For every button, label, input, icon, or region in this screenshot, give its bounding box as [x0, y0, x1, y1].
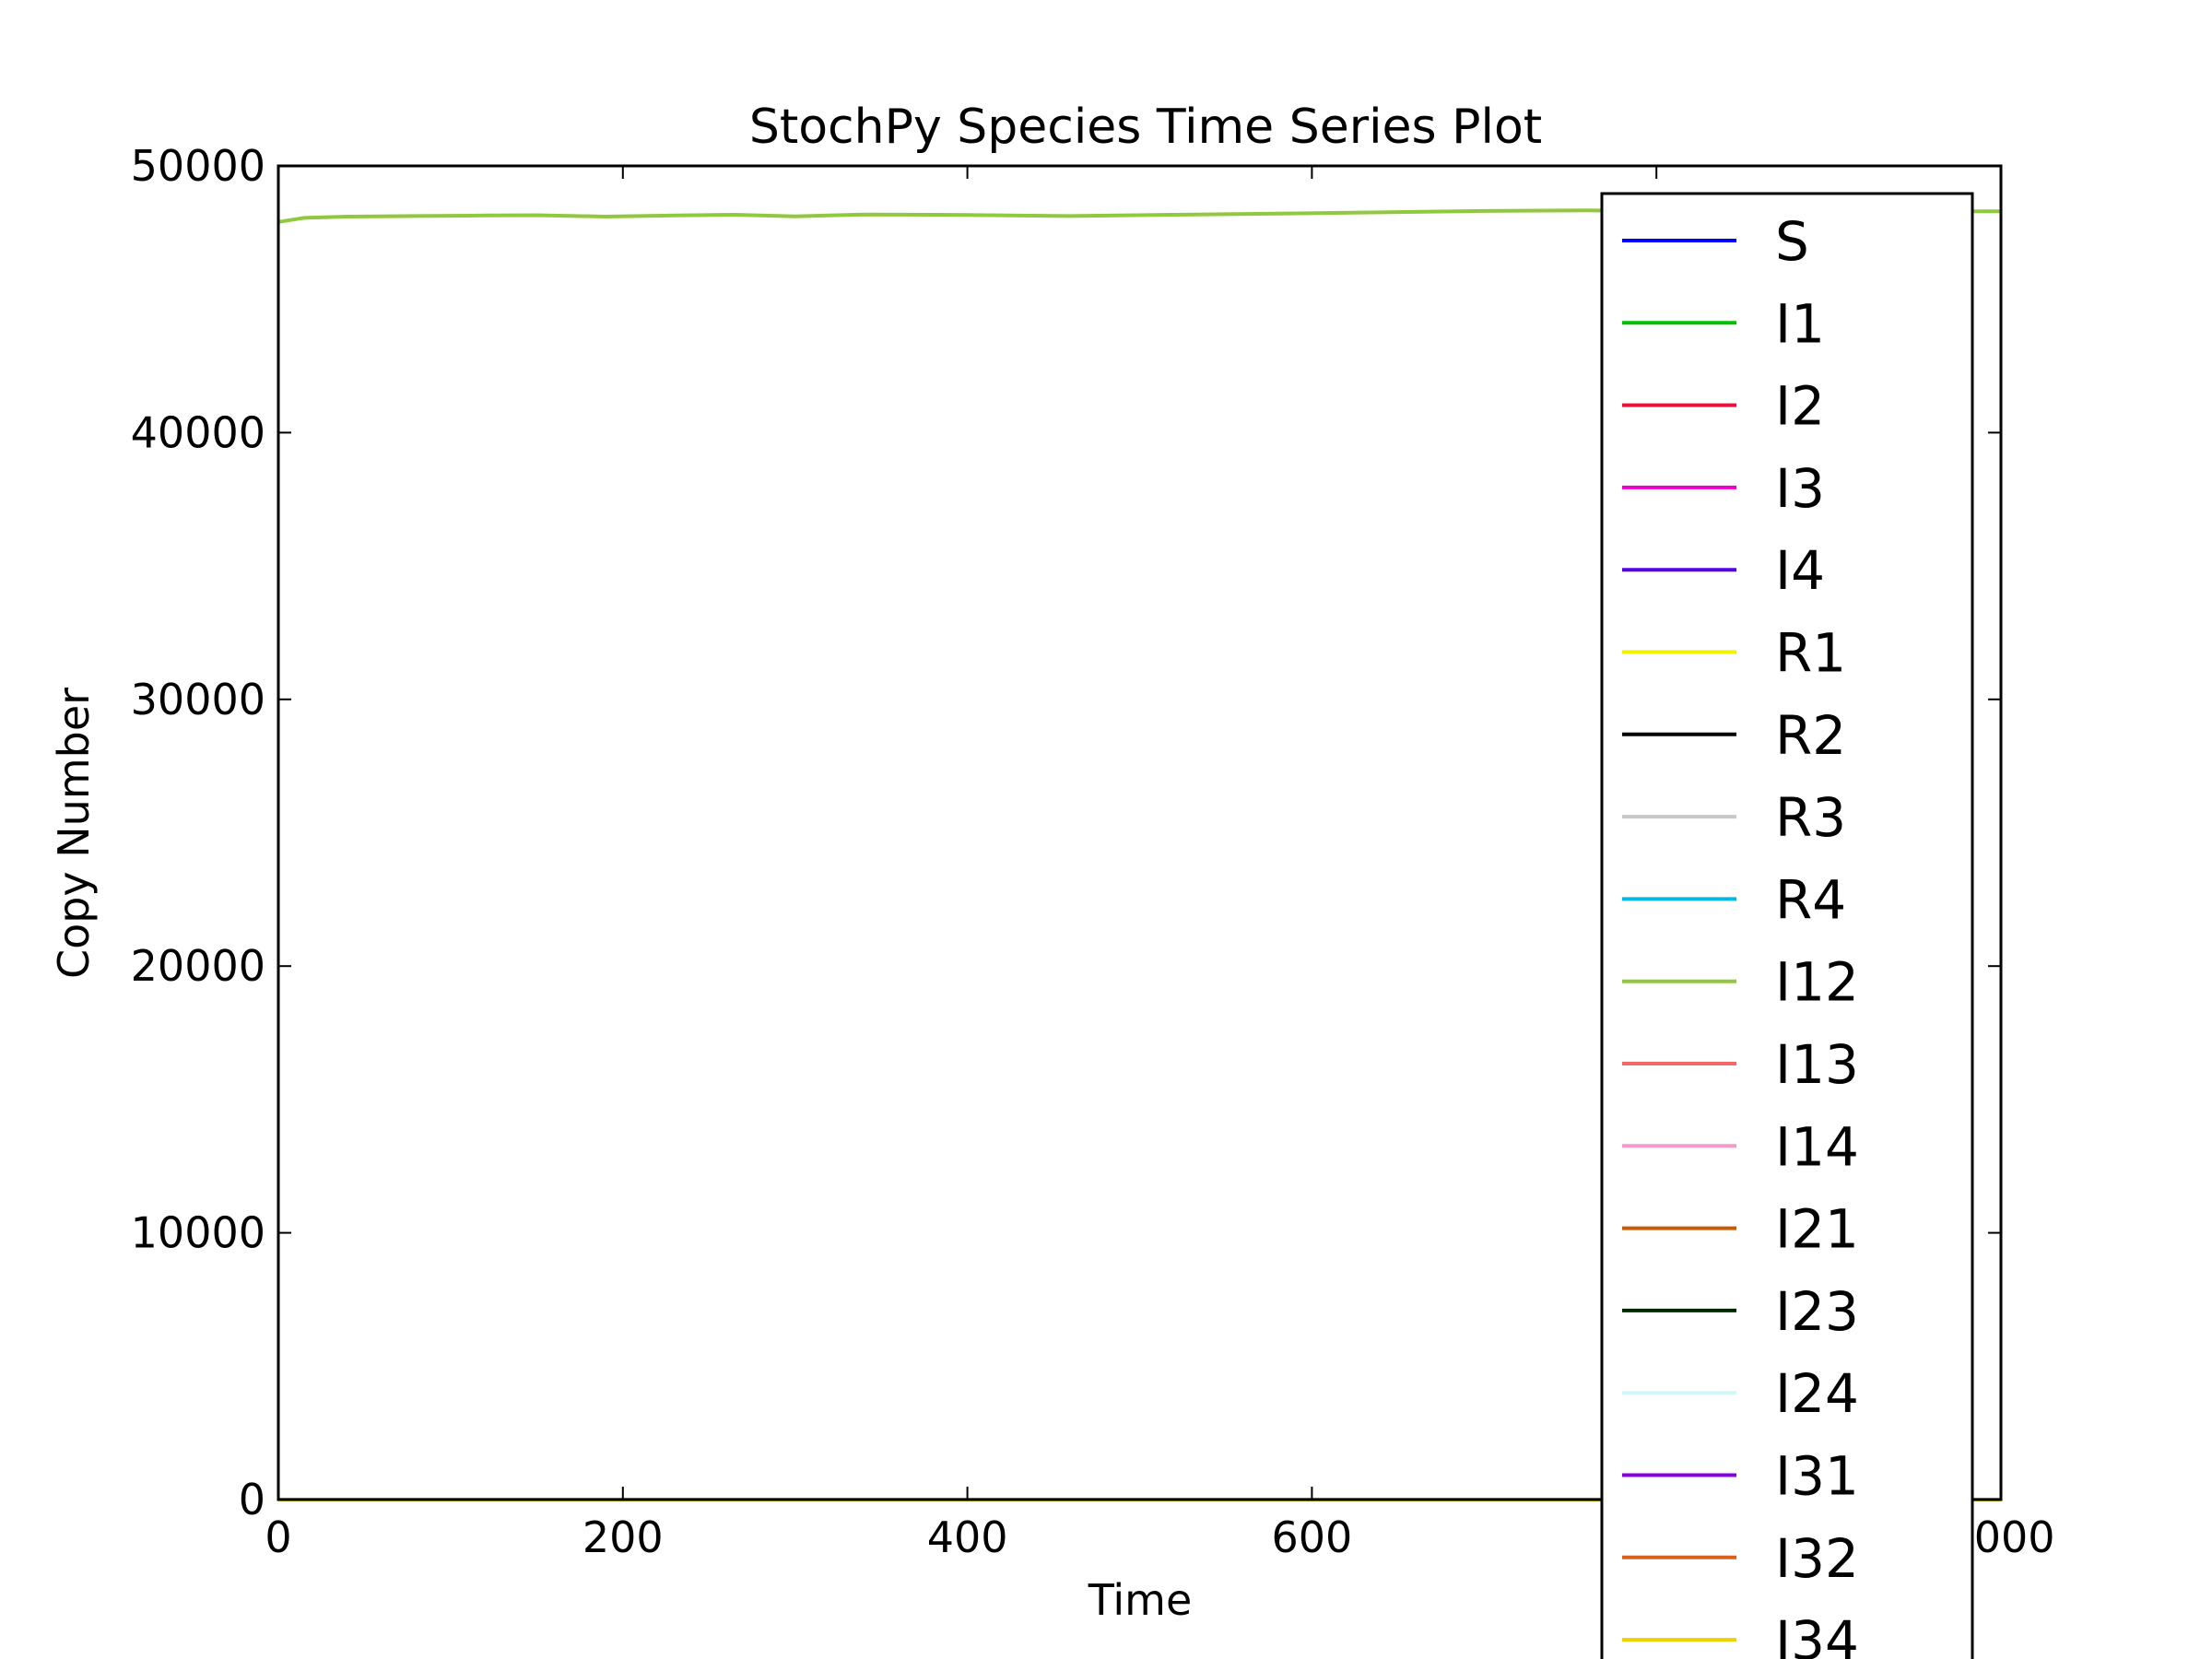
y-tick-label: 40000	[131, 407, 265, 457]
legend-label-i4: I4	[1775, 539, 1825, 602]
x-tick-label: 400	[927, 1512, 1008, 1562]
legend-label-i32: I32	[1775, 1527, 1859, 1590]
y-axis-label: Copy Number	[49, 688, 99, 979]
legend-label-i21: I21	[1775, 1198, 1859, 1261]
legend-label-s: S	[1775, 210, 1809, 273]
legend-label-r2: R2	[1775, 704, 1846, 767]
legend-label-i14: I14	[1775, 1115, 1859, 1178]
legend-label-i13: I13	[1775, 1033, 1859, 1096]
legend: S I1 I2 I3 I4 R1 R2 R3 R4 I12 I13 I14 I21 I23 I24 I31 I3…	[1600, 192, 1974, 1659]
y-axis-ticks: 0 10000 20000 30000 40000 50000	[131, 141, 2001, 1524]
y-tick-label: 0	[239, 1475, 265, 1524]
x-tick-label: 0	[265, 1512, 291, 1562]
chart-title: StochPy Species Time Series Plot	[749, 100, 1542, 155]
y-tick-label: 50000	[131, 141, 265, 191]
x-tick-label: 200	[582, 1512, 664, 1562]
y-tick-label: 30000	[131, 675, 265, 724]
legend-label-i12: I12	[1775, 951, 1859, 1014]
legend-label-i31: I31	[1775, 1445, 1859, 1508]
legend-label-i24: I24	[1775, 1362, 1859, 1425]
y-tick-label: 20000	[131, 941, 265, 991]
legend-label-r4: R4	[1775, 868, 1846, 931]
y-tick-label: 10000	[131, 1208, 265, 1258]
legend-label-i3: I3	[1775, 457, 1825, 520]
legend-label-i34: I34	[1775, 1609, 1859, 1659]
legend-label-i1: I1	[1775, 292, 1825, 355]
legend-label-r3: R3	[1775, 786, 1846, 849]
plot-frame	[276, 164, 2003, 1501]
legend-box	[1600, 192, 1974, 1659]
x-axis-label: Time	[1088, 1575, 1193, 1625]
legend-label-i23: I23	[1775, 1280, 1859, 1343]
x-tick-label: 600	[1271, 1512, 1352, 1562]
legend-label-r1: R1	[1775, 622, 1846, 685]
legend-label-i2: I2	[1775, 375, 1825, 438]
